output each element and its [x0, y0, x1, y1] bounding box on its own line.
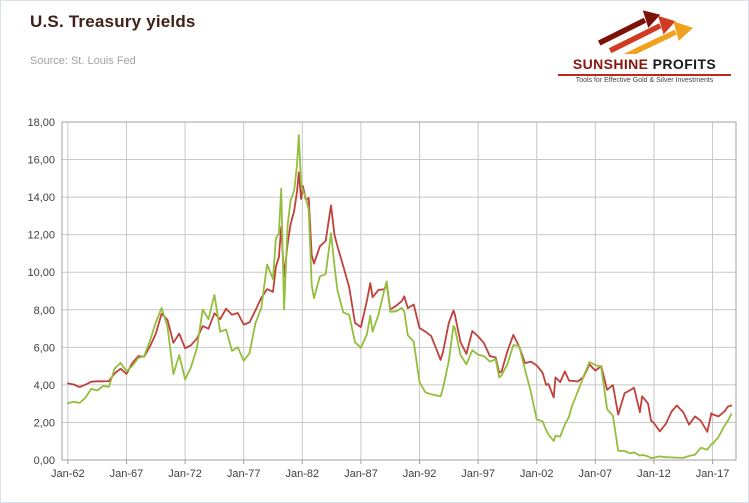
- svg-text:Jan-72: Jan-72: [168, 468, 202, 480]
- svg-text:12,00: 12,00: [27, 230, 55, 242]
- sunshine-profits-logo: SUNSHINE PROFITS Tools for Effective Gol…: [552, 6, 737, 84]
- svg-text:Jan-12: Jan-12: [637, 468, 671, 480]
- svg-text:Jan-77: Jan-77: [227, 468, 261, 480]
- svg-text:8,00: 8,00: [34, 305, 55, 317]
- svg-text:Jan-97: Jan-97: [461, 468, 495, 480]
- source-caption: Source: St. Louis Fed: [30, 55, 136, 67]
- svg-text:Jan-02: Jan-02: [520, 468, 554, 480]
- svg-text:Jan-07: Jan-07: [579, 468, 613, 480]
- logo-name: SUNSHINE PROFITS: [552, 56, 737, 72]
- svg-text:Jan-67: Jan-67: [110, 468, 144, 480]
- logo-name-profits: PROFITS: [648, 56, 717, 72]
- logo-tagline: Tools for Effective Gold & Silver Invest…: [575, 77, 714, 84]
- svg-text:2,00: 2,00: [34, 417, 55, 429]
- logo-name-sunshine: SUNSHINE: [572, 56, 649, 72]
- svg-text:0,00: 0,00: [34, 455, 55, 467]
- svg-text:6,00: 6,00: [34, 342, 55, 354]
- svg-text:Jan-87: Jan-87: [344, 468, 378, 480]
- logo-arrows-icon: [597, 10, 693, 54]
- svg-text:Jan-82: Jan-82: [285, 468, 319, 480]
- logo-divider: [558, 74, 731, 76]
- svg-text:Jan-62: Jan-62: [51, 468, 85, 480]
- svg-text:18,00: 18,00: [27, 117, 55, 129]
- svg-text:16,00: 16,00: [27, 155, 55, 167]
- svg-text:Jan-92: Jan-92: [403, 468, 437, 480]
- page-title: U.S. Treasury yields: [30, 12, 196, 31]
- yield-chart-svg: 0,00 2,00 4,00 6,00 8,00 10,00 12,00 14,00 16,00…: [27, 117, 737, 480]
- svg-text:14,00: 14,00: [27, 192, 55, 204]
- svg-text:Jan-17: Jan-17: [696, 468, 730, 480]
- svg-text:10,00: 10,00: [27, 267, 55, 279]
- yield-chart: 0,00 2,00 4,00 6,00 8,00 10,00 12,00 14,00 16,00…: [0, 100, 749, 500]
- svg-text:4,00: 4,00: [34, 380, 55, 392]
